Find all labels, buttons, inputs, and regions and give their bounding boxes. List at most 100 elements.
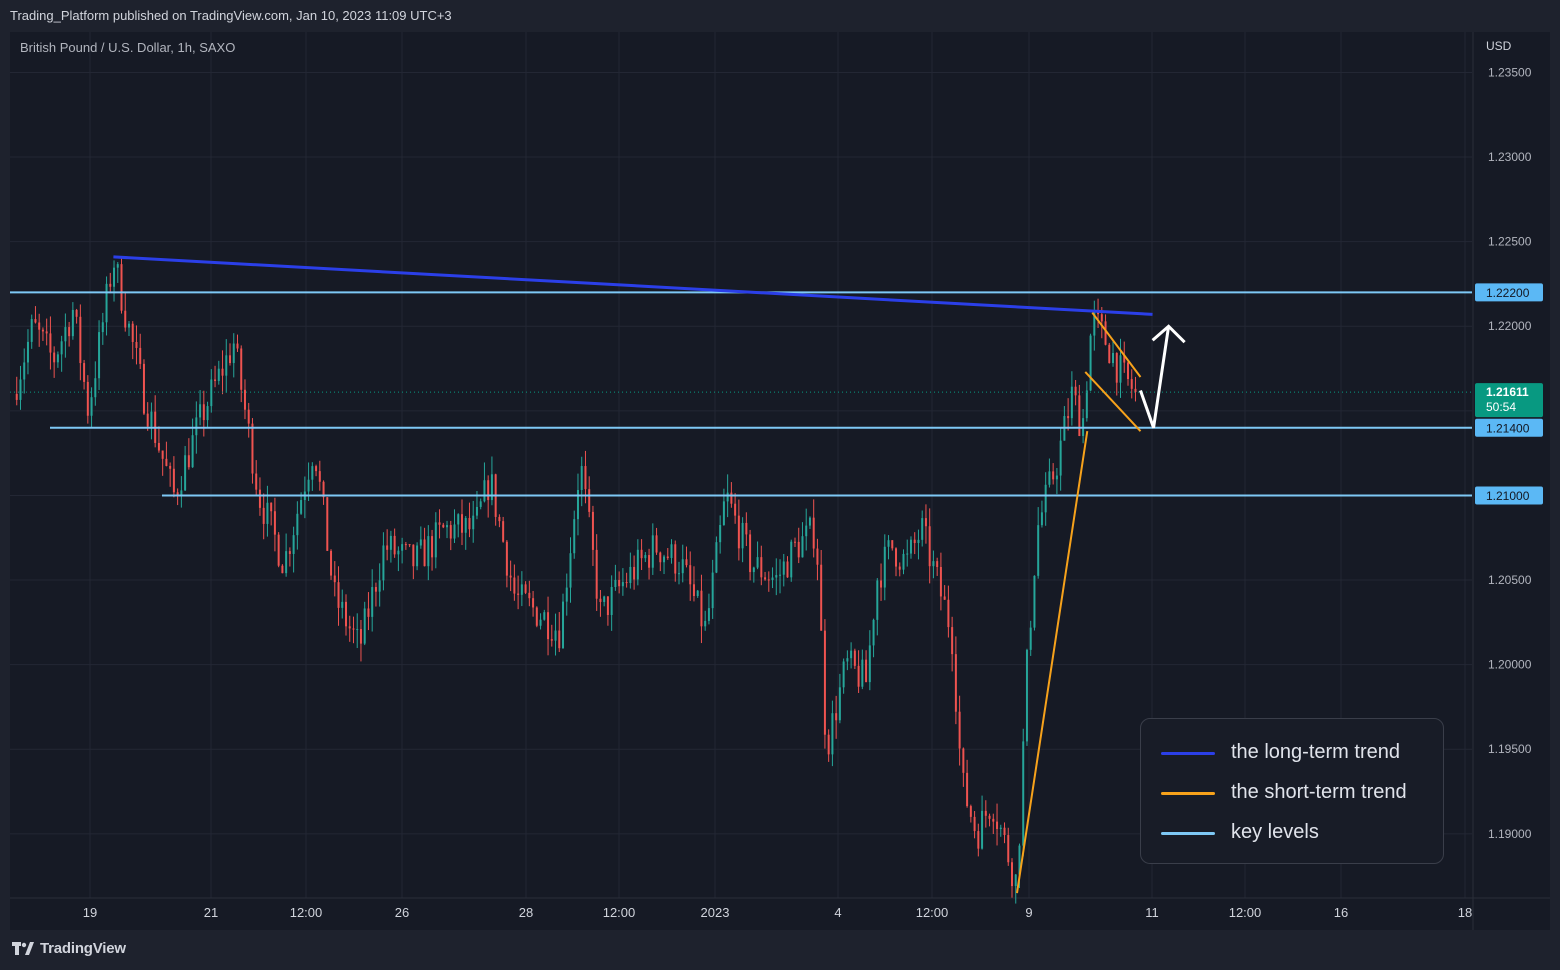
candle-body xyxy=(603,596,606,602)
long-term-trend-line[interactable] xyxy=(113,255,1153,316)
candle-body xyxy=(880,580,883,588)
candle-body xyxy=(1052,471,1055,480)
candle-body xyxy=(45,331,48,334)
candle-body xyxy=(573,519,576,554)
key-level-label: 1.22200 xyxy=(1486,286,1530,300)
candle-body xyxy=(636,549,639,580)
key-level-label-bg xyxy=(1475,283,1543,302)
candle-body xyxy=(453,524,456,539)
key-level-label: 1.21000 xyxy=(1486,489,1530,503)
projection-arrow-path[interactable] xyxy=(1139,326,1171,429)
candle-body xyxy=(307,479,310,492)
tradingview-logo[interactable]: TradingView xyxy=(12,940,126,957)
candle-body xyxy=(483,480,486,502)
key-level-label: 1.21400 xyxy=(1486,421,1530,435)
candle-body xyxy=(891,540,894,549)
candle-body xyxy=(861,659,864,687)
candle-body xyxy=(614,579,617,588)
candle-body xyxy=(431,536,434,558)
candle-body xyxy=(341,601,344,608)
candle-body xyxy=(475,506,478,516)
projection-arrow-head[interactable] xyxy=(1151,324,1186,344)
short-term-trend-line[interactable] xyxy=(1084,371,1142,432)
candle-body xyxy=(270,502,273,512)
candle-body xyxy=(535,607,538,626)
candle-body xyxy=(977,831,980,849)
candle-body xyxy=(1011,862,1014,887)
short-term-trend-line[interactable] xyxy=(1016,430,1089,894)
candle-body xyxy=(330,550,333,576)
candle-body xyxy=(924,518,927,527)
candle-body xyxy=(850,650,853,659)
candle-body xyxy=(655,535,658,553)
candle-body xyxy=(939,566,942,597)
chart-panel[interactable]: 1.235001.230001.225001.220001.215001.210… xyxy=(10,32,1550,930)
x-tick-label: 28 xyxy=(519,905,533,920)
candle-body xyxy=(543,612,546,620)
candle-body xyxy=(416,545,419,567)
candle-body xyxy=(498,516,501,522)
candle-body xyxy=(966,772,969,807)
candle-body xyxy=(247,409,250,424)
x-tick-label: 12:00 xyxy=(1229,905,1262,920)
candle-body xyxy=(786,561,789,578)
legend-swatch-short-term xyxy=(1161,792,1215,795)
candle-body xyxy=(999,827,1002,829)
candle-body xyxy=(285,551,288,574)
candle-body xyxy=(887,540,890,547)
candle-body xyxy=(1134,388,1137,393)
candle-body xyxy=(1007,835,1010,863)
candle-body xyxy=(356,629,359,631)
candle-body xyxy=(954,654,957,712)
candle-body xyxy=(236,343,239,349)
candle-body xyxy=(255,473,258,490)
candle-body xyxy=(232,343,235,364)
candle-body xyxy=(206,406,209,421)
candle-body xyxy=(640,549,643,559)
candle-body xyxy=(618,579,621,587)
candle-body xyxy=(569,553,572,588)
candle-body xyxy=(584,466,587,490)
candle-body xyxy=(1025,649,1028,742)
x-tick-label: 21 xyxy=(204,905,218,920)
legend-label-short-term: the short-term trend xyxy=(1231,781,1407,803)
candle-body xyxy=(883,546,886,588)
candle-body xyxy=(273,511,276,535)
key-level-label-bg xyxy=(1475,418,1543,437)
candle-body xyxy=(135,341,138,348)
candle-body xyxy=(19,379,22,400)
candle-body xyxy=(730,492,733,504)
short-term-trend-line[interactable] xyxy=(1091,312,1142,378)
candle-body xyxy=(352,628,355,630)
candle-body xyxy=(1074,386,1077,396)
candle-body xyxy=(83,363,86,382)
candle-body xyxy=(775,575,778,578)
candle-body xyxy=(898,566,901,570)
candle-body xyxy=(109,283,112,287)
key-level-label-bg xyxy=(1475,486,1543,505)
candle-body xyxy=(513,577,516,594)
candle-body xyxy=(258,489,261,508)
candle-body xyxy=(161,450,164,459)
candle-body xyxy=(94,378,97,398)
tradingview-logo-text: TradingView xyxy=(40,940,126,957)
y-tick-label: 1.22500 xyxy=(1488,235,1532,249)
candle-body xyxy=(707,608,710,621)
candle-body xyxy=(322,481,325,498)
candle-body xyxy=(487,480,490,501)
last-price-label: 1.21611 xyxy=(1486,385,1529,399)
candle-body xyxy=(947,599,950,628)
candle-body xyxy=(502,521,505,542)
candle-body xyxy=(79,316,82,364)
candle-body xyxy=(150,411,153,427)
candle-body xyxy=(386,545,389,550)
y-tick-label: 1.20500 xyxy=(1488,573,1532,587)
candle-body xyxy=(595,549,598,599)
candle-body xyxy=(165,458,168,466)
candle-body xyxy=(195,417,198,436)
candle-body xyxy=(846,658,849,662)
candle-body xyxy=(26,341,29,363)
candle-body xyxy=(1003,827,1006,836)
candle-body xyxy=(692,584,695,597)
candle-body xyxy=(913,539,916,544)
